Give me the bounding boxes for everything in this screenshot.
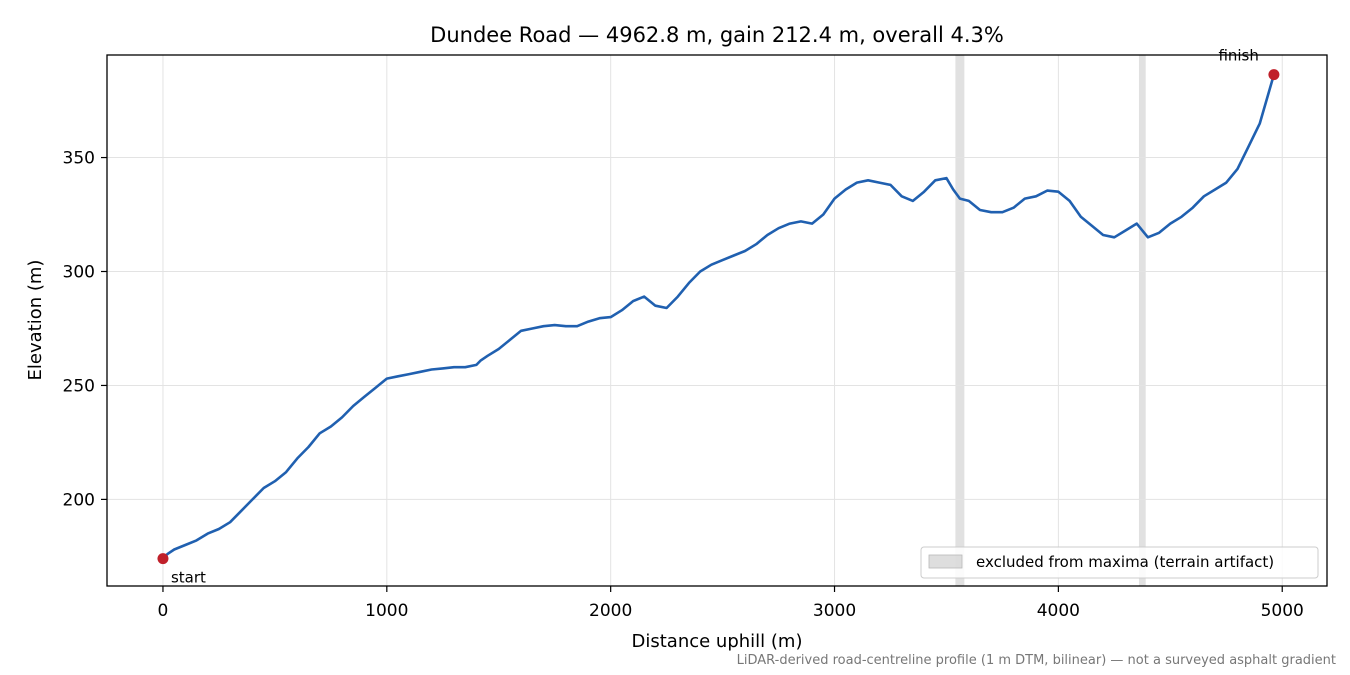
x-tick-label-0: 0 [158,601,169,621]
y-tick-label-2: 300 [63,263,95,283]
footnote: LiDAR-derived road-centreline profile (1… [737,653,1336,668]
profile-line-layer [161,73,1276,560]
y-tick-label-3: 350 [63,149,95,169]
x-axis-label: Distance uphill (m) [632,631,803,652]
legend-box [920,546,1319,579]
start-point [157,553,169,565]
x-tick-label-3: 3000 [813,601,856,621]
y-tick-label-0: 200 [63,490,95,510]
legend-swatch-excluded [928,554,963,569]
x-axis-ticks: 0 1000 2000 3000 4000 5000 [158,586,1304,621]
legend-label-excluded: excluded from maxima (terrain artifact) [976,553,1274,571]
excluded-band-2 [1138,55,1146,586]
y-axis-label: Elevation (m) [25,260,46,381]
finish-point [1268,69,1280,81]
y-tick-label-1: 250 [63,376,95,396]
plot-frame [106,54,1328,587]
y-axis-ticks: 200 250 300 350 [63,149,107,510]
start-label: start [171,569,206,587]
legend: excluded from maxima (terrain artifact) [920,546,1319,579]
grid-lines [107,55,1327,586]
x-tick-label-4: 4000 [1037,601,1080,621]
elevation-profile-line [161,73,1276,560]
x-tick-label-1: 1000 [365,601,408,621]
chart-title: Dundee Road — 4962.8 m, gain 212.4 m, ov… [430,23,1004,47]
x-tick-label-5: 5000 [1261,601,1304,621]
x-tick-label-2: 2000 [589,601,632,621]
excluded-bands [955,55,1146,586]
excluded-band-1 [955,55,965,586]
